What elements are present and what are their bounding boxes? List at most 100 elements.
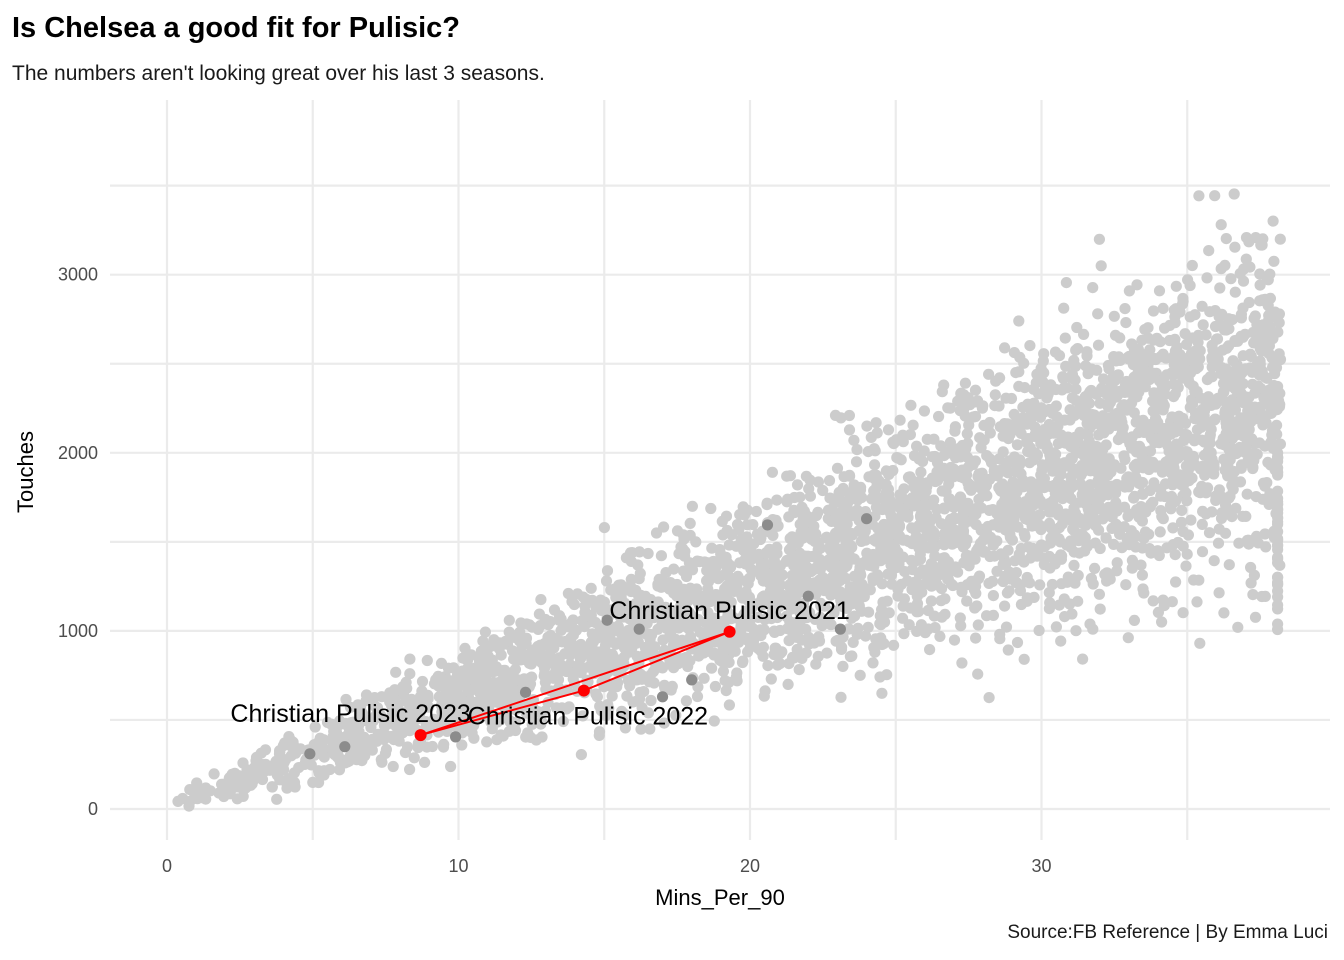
- background-point: [892, 591, 903, 602]
- background-point: [433, 680, 444, 691]
- background-point: [1192, 349, 1203, 360]
- background-point: [1018, 557, 1029, 568]
- background-point: [972, 471, 983, 482]
- background-point: [955, 471, 966, 482]
- background-point: [660, 580, 671, 591]
- background-point: [721, 556, 732, 567]
- background-point: [568, 614, 579, 625]
- background-point: [1247, 589, 1258, 600]
- background-point: [658, 521, 669, 532]
- background-point: [1055, 636, 1066, 647]
- background-point: [1148, 305, 1159, 316]
- background-point: [935, 440, 946, 451]
- background-point: [1123, 632, 1134, 643]
- background-point: [549, 604, 560, 615]
- background-point: [1138, 587, 1149, 598]
- background-point: [926, 595, 937, 606]
- background-point: [718, 666, 729, 677]
- background-point: [917, 456, 928, 467]
- background-point: [1182, 274, 1193, 285]
- background-point: [290, 781, 301, 792]
- background-point: [356, 732, 367, 743]
- background-point: [627, 547, 638, 558]
- background-point: [1011, 486, 1022, 497]
- background-point: [992, 470, 1003, 481]
- background-point: [1015, 579, 1026, 590]
- background-point: [602, 565, 613, 576]
- background-point: [1221, 233, 1232, 244]
- background-point: [918, 481, 929, 492]
- background-point: [1010, 466, 1021, 477]
- background-point: [504, 627, 515, 638]
- background-point: [1142, 322, 1153, 333]
- background-point: [882, 533, 893, 544]
- background-point: [1254, 268, 1265, 279]
- dark-point: [339, 741, 350, 752]
- background-point: [1155, 351, 1166, 362]
- background-point: [1245, 562, 1256, 573]
- background-point: [851, 581, 862, 592]
- background-point: [983, 578, 994, 589]
- background-point: [1191, 596, 1202, 607]
- background-point: [881, 465, 892, 476]
- background-point: [845, 651, 856, 662]
- background-point: [1248, 455, 1259, 466]
- background-point: [1246, 577, 1257, 588]
- background-point: [1244, 414, 1255, 425]
- background-point: [770, 643, 781, 654]
- background-point: [994, 633, 1005, 644]
- background-point: [1083, 368, 1094, 379]
- background-point: [1065, 372, 1076, 383]
- background-point: [232, 793, 243, 804]
- background-point: [1114, 529, 1125, 540]
- background-point: [569, 643, 580, 654]
- background-point: [941, 468, 952, 479]
- background-point: [1060, 333, 1071, 344]
- background-point: [908, 420, 919, 431]
- background-point: [491, 680, 502, 691]
- background-point: [1096, 260, 1107, 271]
- background-point: [1262, 457, 1273, 468]
- background-point: [1178, 541, 1189, 552]
- background-point: [938, 380, 949, 391]
- background-point: [883, 424, 894, 435]
- background-point: [400, 747, 411, 758]
- background-point: [279, 737, 290, 748]
- background-point: [709, 715, 720, 726]
- background-point: [945, 437, 956, 448]
- background-point: [172, 796, 183, 807]
- background-point: [938, 485, 949, 496]
- background-point: [1126, 525, 1137, 536]
- background-point: [1266, 405, 1277, 416]
- background-point: [1000, 393, 1011, 404]
- background-point: [999, 571, 1010, 582]
- background-point: [610, 637, 621, 648]
- background-point: [1035, 435, 1046, 446]
- background-point: [534, 646, 545, 657]
- background-point: [1203, 391, 1214, 402]
- background-point: [576, 749, 587, 760]
- background-point: [1218, 433, 1229, 444]
- background-point: [932, 579, 943, 590]
- background-point: [1109, 311, 1120, 322]
- background-point: [932, 475, 943, 486]
- background-point: [1137, 570, 1148, 581]
- background-point: [565, 633, 576, 644]
- background-point: [939, 539, 950, 550]
- background-point: [895, 415, 906, 426]
- background-point: [705, 503, 716, 514]
- background-point: [1223, 492, 1234, 503]
- background-point: [594, 730, 605, 741]
- dark-point: [835, 624, 846, 635]
- background-point: [933, 411, 944, 422]
- background-point: [924, 644, 935, 655]
- background-point: [1209, 190, 1220, 201]
- background-point: [1246, 351, 1257, 362]
- background-point: [464, 667, 475, 678]
- background-point: [1124, 438, 1135, 449]
- background-point: [1036, 363, 1047, 374]
- background-point: [1022, 446, 1033, 457]
- background-point: [721, 511, 732, 522]
- background-point: [575, 653, 586, 664]
- background-point: [720, 644, 731, 655]
